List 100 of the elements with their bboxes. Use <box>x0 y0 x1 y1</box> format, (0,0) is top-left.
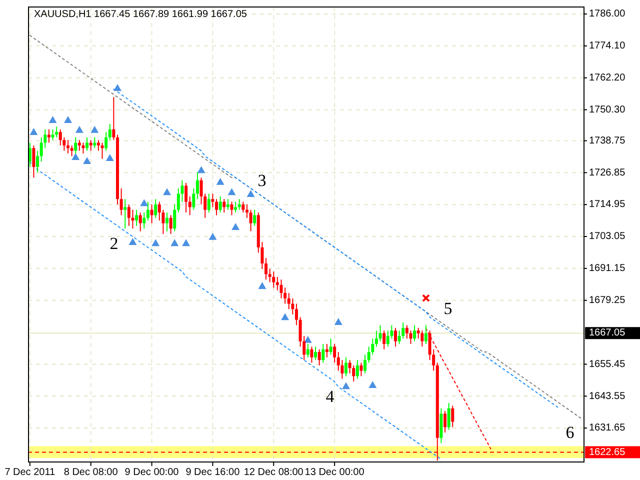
y-tick-label: 1643.55 <box>589 390 626 402</box>
point <box>228 188 236 196</box>
candlestick <box>51 128 54 141</box>
candlestick <box>238 198 241 210</box>
y-tick-label: 1726.85 <box>589 167 626 178</box>
candlestick <box>211 193 214 208</box>
point <box>83 156 92 164</box>
candlestick <box>32 144 36 178</box>
point <box>170 239 179 246</box>
candlestick <box>344 356 348 377</box>
candlestick <box>96 140 100 152</box>
candlestick <box>215 198 218 216</box>
y-tick-label: 1738.75 <box>589 135 626 146</box>
candlestick <box>420 330 424 348</box>
point <box>128 238 137 246</box>
candlestick <box>306 343 310 358</box>
x-tick-label: 9 Dec 16:00 <box>186 467 240 478</box>
point <box>208 232 217 240</box>
point <box>64 116 72 123</box>
candlestick <box>86 136 89 152</box>
candlestick <box>55 126 58 138</box>
candlestick <box>196 172 199 200</box>
candlestick <box>66 140 70 154</box>
y-tick-label: 1714.95 <box>589 199 626 210</box>
candlestick <box>249 209 252 232</box>
ref-line-label: 1622.65 <box>589 446 626 458</box>
x-tick-label: 9 Dec 00:00 <box>124 467 180 478</box>
candlestick <box>166 212 168 232</box>
candlestick <box>120 188 123 216</box>
y-tick-label: 1703.05 <box>589 231 626 242</box>
point <box>90 126 99 133</box>
candlestick <box>82 142 85 154</box>
point <box>72 152 80 160</box>
candlestick <box>378 324 382 342</box>
candlestick <box>192 188 196 210</box>
candlestick <box>124 198 127 230</box>
point <box>281 313 290 320</box>
candlestick <box>394 327 397 348</box>
candlestick <box>226 198 230 210</box>
candlestick <box>444 410 446 433</box>
candlestick <box>318 348 321 366</box>
x-tick-label: 8 Dec 08:00 <box>64 467 118 478</box>
x-tick-label: 13 Dec 00:00 <box>304 467 365 478</box>
candlestick <box>310 346 314 364</box>
point <box>258 282 266 290</box>
candlestick <box>146 201 150 222</box>
candlestick <box>253 209 256 226</box>
point <box>140 199 148 206</box>
candlestick <box>451 405 454 428</box>
y-tick-label: 1691.15 <box>589 263 626 274</box>
point <box>182 239 190 246</box>
y-tick-label: 1762.20 <box>589 72 626 84</box>
candlestick <box>329 338 332 356</box>
candlestick <box>47 128 50 144</box>
candlestick <box>108 123 112 141</box>
line-series <box>29 34 583 420</box>
candlestick <box>154 198 158 218</box>
x-tick-label: 12 Dec 08:00 <box>244 467 304 478</box>
point <box>232 222 240 230</box>
point <box>246 190 255 197</box>
x-tick-label: 7 Dec 2011 <box>4 467 56 478</box>
point <box>106 154 114 162</box>
annotation: 2 <box>110 234 118 253</box>
candlestick <box>142 212 146 230</box>
candlestick <box>173 204 176 232</box>
candlestick <box>245 204 248 218</box>
y-tick-label: 1631.65 <box>589 422 626 434</box>
candlestick <box>150 204 154 224</box>
candlestick <box>70 144 74 157</box>
candlestick <box>314 346 318 361</box>
candlestick <box>234 201 238 213</box>
candlestick <box>382 330 386 350</box>
annotation: 3 <box>258 170 266 190</box>
point <box>216 178 224 185</box>
candlestick <box>188 196 192 216</box>
point <box>163 188 171 196</box>
y-tick-label: 1786.00 <box>589 8 626 20</box>
point <box>342 382 350 390</box>
candlestick <box>104 132 108 152</box>
point <box>152 239 160 246</box>
annotation: 4 <box>326 386 335 406</box>
annotation: 5 <box>444 298 452 318</box>
candlestick <box>424 324 428 344</box>
candlestick <box>135 209 138 226</box>
candlestick <box>78 140 81 152</box>
candlestick <box>36 150 40 173</box>
point <box>30 128 38 136</box>
point <box>368 381 377 388</box>
candlestick <box>222 198 226 213</box>
y-tick-label: 1655.45 <box>589 358 626 370</box>
candlestick <box>184 182 188 213</box>
candlestick <box>93 136 96 149</box>
candlestick <box>74 136 78 154</box>
line-series <box>425 328 492 450</box>
point <box>48 116 57 123</box>
point <box>75 126 84 133</box>
candlestick <box>325 343 328 358</box>
candlestick <box>364 354 367 374</box>
point <box>334 318 342 325</box>
candlestick <box>360 362 363 377</box>
